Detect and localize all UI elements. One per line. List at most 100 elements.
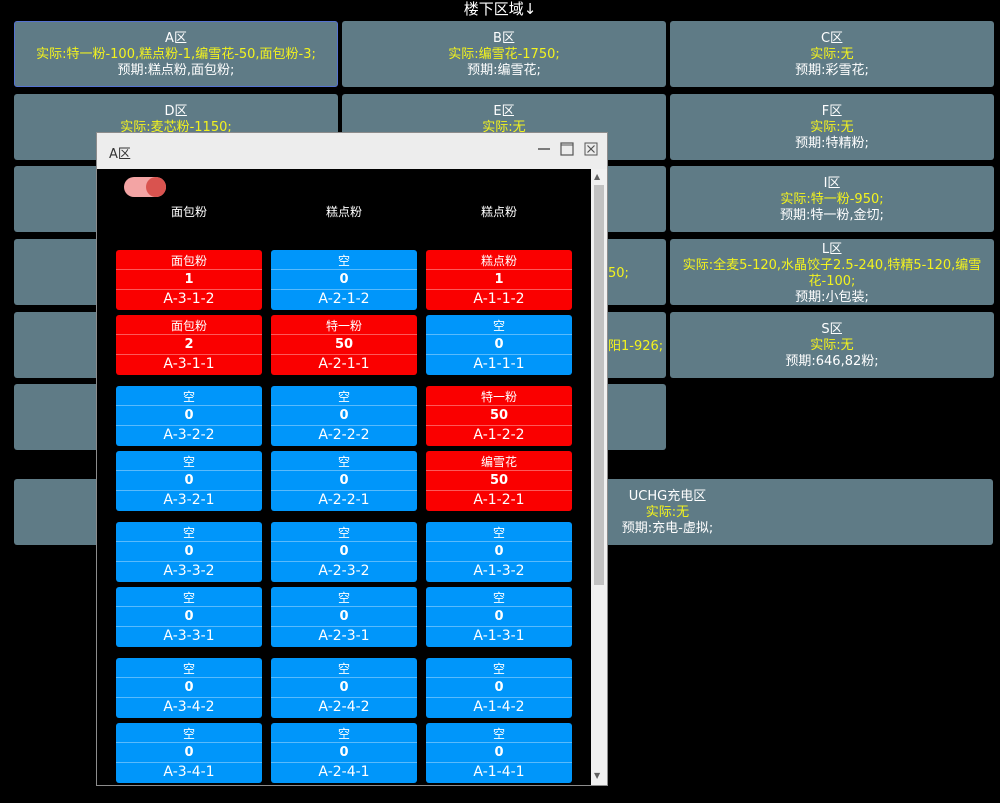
- storage-cell[interactable]: 空 0 A-3-4-1: [116, 723, 262, 783]
- zone-f[interactable]: F区 实际:无 预期:特精粉;: [670, 94, 994, 160]
- zone-name: C区: [820, 31, 844, 46]
- toggle-switch[interactable]: [124, 177, 166, 197]
- cell-quantity: 0: [116, 678, 262, 698]
- cell-code: A-3-3-1: [163, 628, 215, 644]
- cell-product: 空: [271, 658, 417, 678]
- storage-cell[interactable]: 空 0 A-1-3-2: [426, 522, 572, 582]
- dialog-content: 面包粉 糕点粉 糕点粉 面包粉 1 A-3-1-2 空 0 A-2-1-2 糕点粉 1 A-1-…: [97, 169, 591, 785]
- cell-quantity: 0: [426, 743, 572, 763]
- zone-name: I区: [823, 176, 841, 191]
- cell-code: A-2-2-2: [318, 427, 370, 443]
- zone-actual: 实际:无: [810, 120, 854, 135]
- storage-cell[interactable]: 空 0 A-3-3-1: [116, 587, 262, 647]
- cell-quantity: 0: [271, 678, 417, 698]
- cell-product: 空: [271, 522, 417, 542]
- column-label: 糕点粉: [325, 205, 362, 219]
- cell-quantity: 50: [426, 471, 572, 491]
- zone-l[interactable]: L区 实际:全麦5-120,水晶饺子2.5-240,特精5-120,编雪花-10…: [670, 239, 994, 305]
- cell-quantity: 0: [116, 406, 262, 426]
- storage-cell[interactable]: 空 0 A-2-3-2: [271, 522, 417, 582]
- storage-cell[interactable]: 空 0 A-2-1-2: [271, 250, 417, 310]
- storage-cell[interactable]: 空 0 A-3-2-1: [116, 451, 262, 511]
- cell-quantity: 0: [271, 406, 417, 426]
- minimize-icon[interactable]: [537, 142, 551, 156]
- zone-actual: 实际:麦芯粉-1150;: [120, 120, 232, 135]
- zone-name: UCHG充电区: [628, 489, 707, 504]
- scroll-down-icon[interactable]: ▼: [594, 771, 601, 780]
- storage-cell[interactable]: 空 0 A-2-2-1: [271, 451, 417, 511]
- cell-code: A-2-3-2: [318, 563, 370, 579]
- zone-planned: 预期:糕点粉,面包粉;: [117, 63, 235, 78]
- storage-cell[interactable]: 编雪花 50 A-1-2-1: [426, 451, 572, 511]
- cell-code: A-2-3-1: [318, 628, 370, 644]
- storage-cell[interactable]: 空 0 A-3-2-2: [116, 386, 262, 446]
- zone-s[interactable]: S区 实际:无 预期:646,82粉;: [670, 312, 994, 378]
- zone-actual: 实际:特一粉-950;: [780, 192, 884, 207]
- cell-product: 空: [116, 723, 262, 743]
- cell-quantity: 0: [271, 607, 417, 627]
- cell-quantity: 0: [116, 542, 262, 562]
- cell-product: 空: [116, 386, 262, 406]
- cell-product: 空: [116, 522, 262, 542]
- storage-cell[interactable]: 空 0 A-1-4-1: [426, 723, 572, 783]
- scroll-up-icon[interactable]: ▲: [594, 172, 601, 181]
- zone-name: D区: [164, 104, 188, 119]
- zone-planned: 预期:彩雪花;: [795, 63, 869, 78]
- cell-quantity: 0: [271, 743, 417, 763]
- zone-name: E区: [493, 104, 515, 119]
- zone-actual: 实际:编雪花-1750;: [448, 47, 560, 62]
- cell-code: A-3-1-1: [163, 356, 215, 372]
- storage-cell[interactable]: 空 0 A-3-3-2: [116, 522, 262, 582]
- storage-cell[interactable]: 空 0 A-2-4-2: [271, 658, 417, 718]
- toggle-knob[interactable]: [146, 177, 166, 197]
- cell-quantity: 0: [271, 270, 417, 290]
- close-icon[interactable]: [584, 142, 598, 156]
- zone-planned: 预期:充电-虚拟;: [621, 521, 714, 536]
- maximize-icon[interactable]: [560, 142, 574, 156]
- cell-code: A-1-2-2: [473, 427, 525, 443]
- cell-product: 特一粉: [426, 386, 572, 406]
- zone-a[interactable]: A区 实际:特一粉-100,糕点粉-1,编雪花-50,面包粉-3; 预期:糕点粉…: [14, 21, 338, 87]
- cell-product: 空: [426, 315, 572, 335]
- cell-product: 面包粉: [116, 250, 262, 270]
- storage-cell[interactable]: 空 0 A-1-4-2: [426, 658, 572, 718]
- scrollbar-thumb[interactable]: [594, 185, 604, 585]
- zone-b[interactable]: B区 实际:编雪花-1750; 预期:编雪花;: [342, 21, 666, 87]
- vertical-scrollbar[interactable]: ▲ ▼: [591, 169, 607, 785]
- cell-product: 空: [426, 587, 572, 607]
- zone-actual-fragment: 50;: [608, 266, 629, 281]
- cell-product: 空: [426, 723, 572, 743]
- cell-quantity: 50: [271, 335, 417, 355]
- zone-actual-fragment: 阳1-926;: [608, 339, 664, 354]
- storage-cell[interactable]: 特一粉 50 A-2-1-1: [271, 315, 417, 375]
- zone-name: L区: [821, 242, 843, 257]
- storage-cell[interactable]: 面包粉 1 A-3-1-2: [116, 250, 262, 310]
- dialog-titlebar[interactable]: A区: [97, 133, 607, 169]
- storage-cell[interactable]: 空 0 A-3-4-2: [116, 658, 262, 718]
- cell-product: 空: [271, 723, 417, 743]
- zone-i[interactable]: I区 实际:特一粉-950; 预期:特一粉,金切;: [670, 166, 994, 232]
- zone-name: B区: [493, 31, 515, 46]
- cell-quantity: 1: [116, 270, 262, 290]
- cell-quantity: 1: [426, 270, 572, 290]
- cell-code: A-1-3-2: [473, 563, 525, 579]
- storage-cell[interactable]: 特一粉 50 A-1-2-2: [426, 386, 572, 446]
- storage-cell[interactable]: 空 0 A-2-3-1: [271, 587, 417, 647]
- zone-planned: 预期:特一粉,金切;: [780, 208, 884, 223]
- storage-cell[interactable]: 空 0 A-2-2-2: [271, 386, 417, 446]
- cell-code: A-1-4-1: [473, 764, 525, 780]
- storage-cell[interactable]: 空 0 A-1-3-1: [426, 587, 572, 647]
- cell-code: A-2-1-2: [318, 291, 370, 307]
- cell-product: 空: [271, 587, 417, 607]
- zone-c[interactable]: C区 实际:无 预期:彩雪花;: [670, 21, 994, 87]
- storage-cell[interactable]: 面包粉 2 A-3-1-1: [116, 315, 262, 375]
- cell-quantity: 0: [271, 471, 417, 491]
- cell-product: 空: [426, 658, 572, 678]
- cell-code: A-3-1-2: [163, 291, 215, 307]
- storage-cell[interactable]: 糕点粉 1 A-1-1-2: [426, 250, 572, 310]
- storage-cell[interactable]: 空 0 A-2-4-1: [271, 723, 417, 783]
- cell-quantity: 0: [426, 335, 572, 355]
- cell-product: 空: [426, 522, 572, 542]
- storage-cell[interactable]: 空 0 A-1-1-1: [426, 315, 572, 375]
- cell-product: 空: [116, 658, 262, 678]
